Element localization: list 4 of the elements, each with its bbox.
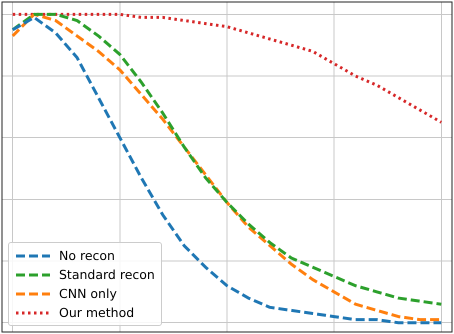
legend-label: Our method <box>59 304 134 322</box>
legend-label: Standard recon <box>59 266 155 284</box>
legend-label: No recon <box>59 247 115 265</box>
legend-label: CNN only <box>59 285 117 303</box>
